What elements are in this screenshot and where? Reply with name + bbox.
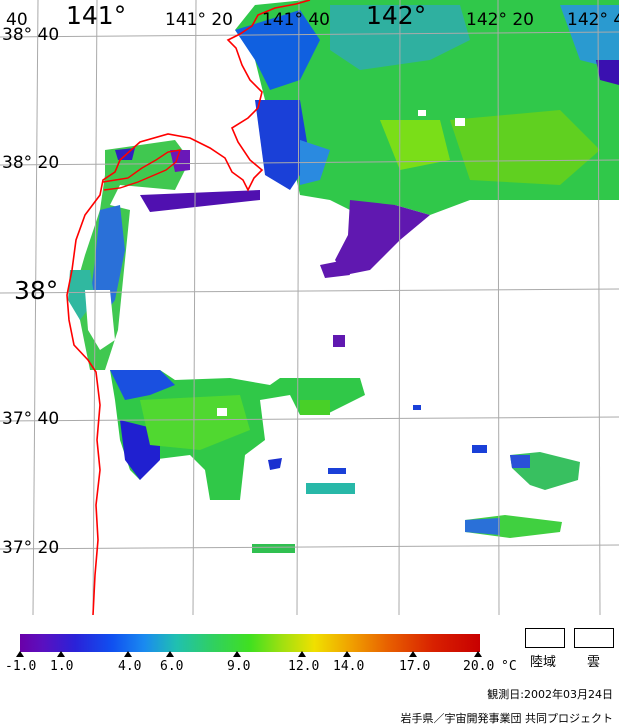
land-legend-box — [525, 628, 565, 648]
colorbar-tick — [166, 651, 174, 657]
lat-lon-grid — [0, 0, 619, 615]
cloud-legend-box — [574, 628, 614, 648]
temperature-colorbar — [20, 634, 480, 652]
lon-label-140-40: 40 — [6, 10, 28, 30]
map-canvas — [0, 0, 619, 615]
lat-label-37-40: 37° 40 — [2, 409, 60, 429]
lon-label-142: 142° — [366, 1, 427, 30]
colorbar-tick — [343, 651, 351, 657]
colorbar-tick — [124, 651, 132, 657]
colorbar-tick — [57, 651, 65, 657]
colorbar-tick-label: 17.0 — [399, 659, 431, 674]
sst-north-block — [235, 0, 619, 278]
coastline — [66, 0, 311, 615]
lon-label-142-40: 142° 4 — [567, 10, 619, 30]
lon-label-141-40: 141° 40 — [262, 10, 330, 30]
colorbar-tick-label: 20.0 — [463, 659, 495, 674]
colorbar-tick — [409, 651, 417, 657]
lon-label-142-20: 142° 20 — [466, 10, 534, 30]
lat-label-38-20: 38° 20 — [2, 153, 60, 173]
colorbar-tick — [233, 651, 241, 657]
sst-south-blob — [110, 370, 365, 500]
colorbar-tick — [16, 651, 24, 657]
lon-label-141-20: 141° 20 — [165, 10, 233, 30]
colorbar-tick-label: 1.0 — [50, 659, 74, 674]
observation-date: 観測日:2002年03月24日 — [487, 688, 613, 701]
colorbar-tick — [298, 651, 306, 657]
lat-label-38: 38° — [14, 276, 59, 305]
colorbar-tick-label: -1.0 — [5, 659, 37, 674]
bay-outline — [102, 149, 182, 191]
colorbar-tick-label: 6.0 — [160, 659, 184, 674]
colorbar-tick-label: 14.0 — [333, 659, 365, 674]
cloud-legend-label: 雲 — [587, 655, 601, 670]
colorbar-tick — [474, 651, 482, 657]
colorbar-tick-label: 12.0 — [288, 659, 320, 674]
land-legend-label: 陸域 — [530, 655, 557, 670]
lat-label-37-20: 37° 20 — [2, 538, 60, 558]
sst-scattered-patches — [252, 335, 580, 553]
project-credit: 岩手県／宇宙開発事業団 共同プロジェクト — [400, 712, 614, 725]
sst-coastal-strip — [68, 140, 260, 370]
sea-surface-temperature-map: 40 141° 141° 20 141° 40 142° 142° 20 142… — [0, 0, 619, 615]
colorbar-tick-label: 4.0 — [118, 659, 142, 674]
lat-label-38-40: 38° 40 — [2, 25, 60, 45]
temperature-unit: °C — [501, 659, 517, 674]
colorbar-tick-label: 9.0 — [227, 659, 251, 674]
lon-label-141: 141° — [66, 1, 127, 30]
